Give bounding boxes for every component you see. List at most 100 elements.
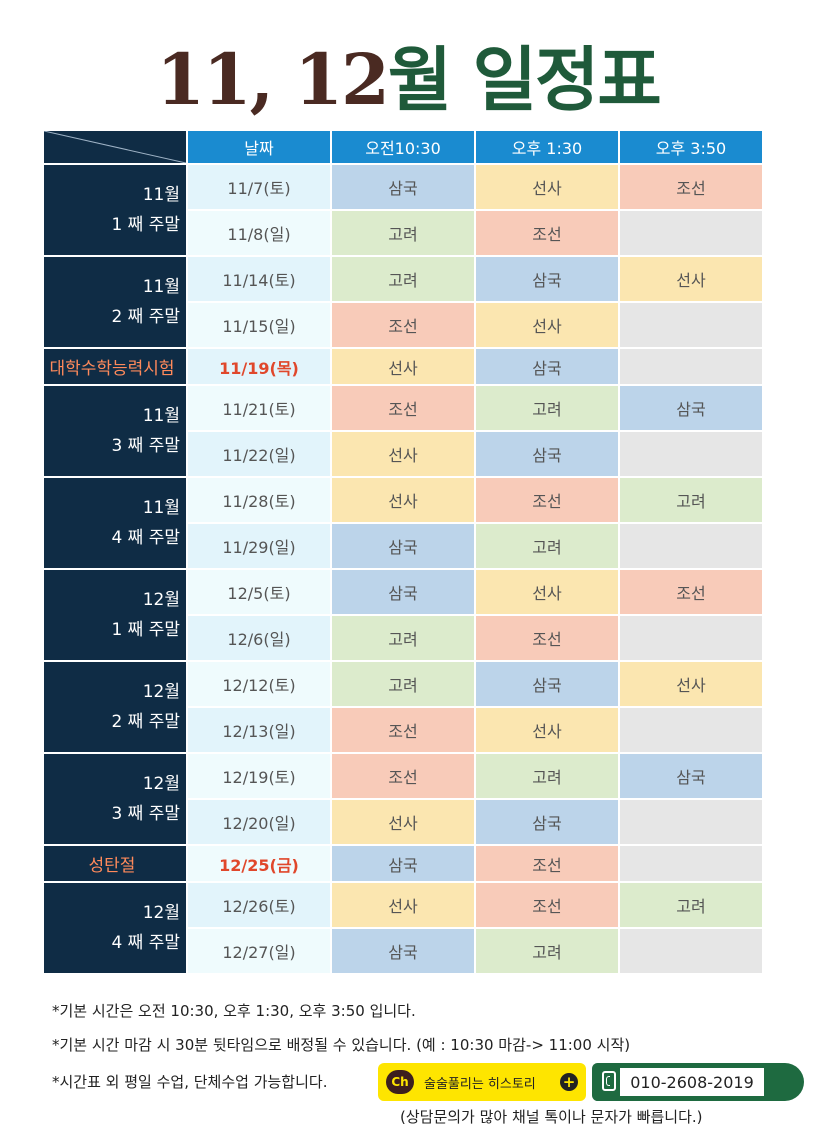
class-cell: 삼국 (620, 386, 762, 430)
class-cell: 고려 (332, 257, 474, 301)
note-line3: *시간표 외 평일 수업, 단체수업 가능합니다. (52, 1073, 328, 1091)
header-date: 날짜 (188, 131, 330, 163)
class-cell: 삼국 (476, 349, 618, 384)
group-label: 11월 2 째 주말 (44, 257, 186, 347)
class-cell: 조선 (476, 883, 618, 927)
date-cell: 11/19(목) (188, 349, 330, 384)
empty-cell (620, 929, 762, 973)
empty-cell (620, 303, 762, 347)
kakao-channel-logo: Ch (386, 1070, 414, 1094)
phone-number: 010-2608-2019 (620, 1068, 764, 1096)
date-cell: 12/27(일) (188, 929, 330, 973)
empty-cell (620, 524, 762, 568)
class-cell: 조선 (332, 754, 474, 798)
date-cell: 11/14(토) (188, 257, 330, 301)
date-cell: 12/5(토) (188, 570, 330, 614)
date-cell: 12/25(금) (188, 846, 330, 881)
group-label-line: 3 째 주말 (111, 804, 180, 824)
group-label-line: 12월 (142, 590, 180, 610)
group-label-line: 3 째 주말 (111, 436, 180, 456)
class-cell: 조선 (620, 165, 762, 209)
empty-cell (620, 846, 762, 881)
date-cell: 12/20(일) (188, 800, 330, 844)
date-cell: 11/8(일) (188, 211, 330, 255)
class-cell: 선사 (332, 800, 474, 844)
class-cell: 선사 (620, 662, 762, 706)
group-label: 12월 1 째 주말 (44, 570, 186, 660)
title-months: 11, 12 (156, 38, 390, 121)
group-label: 12월 2 째 주말 (44, 662, 186, 752)
group-label: 11월 3 째 주말 (44, 386, 186, 476)
class-cell: 고려 (476, 754, 618, 798)
class-cell: 고려 (332, 662, 474, 706)
group-label: 12월 3 째 주말 (44, 754, 186, 844)
class-cell: 선사 (620, 257, 762, 301)
class-cell: 선사 (476, 165, 618, 209)
class-cell: 삼국 (332, 165, 474, 209)
group-label-line: 2 째 주말 (111, 712, 180, 732)
class-cell: 조선 (332, 708, 474, 752)
class-cell: 선사 (332, 349, 474, 384)
header-col2: 오후 1:30 (476, 131, 618, 163)
kakao-channel-label: 술술풀리는 히스토리 (424, 1076, 536, 1092)
group-label: 대학수학능력시험 (44, 349, 186, 384)
empty-cell (620, 211, 762, 255)
title-text: 월 일정표 (387, 38, 662, 121)
empty-cell (620, 432, 762, 476)
class-cell: 고려 (332, 616, 474, 660)
empty-cell (620, 349, 762, 384)
group-label-line: 12월 (142, 903, 180, 923)
group-label: 11월 1 째 주말 (44, 165, 186, 255)
group-label-line: 11월 (142, 498, 180, 518)
class-cell: 선사 (332, 478, 474, 522)
class-cell: 삼국 (332, 570, 474, 614)
class-cell: 삼국 (620, 754, 762, 798)
class-cell: 고려 (620, 883, 762, 927)
class-cell: 조선 (476, 478, 618, 522)
class-cell: 고려 (476, 386, 618, 430)
group-label-line: 11월 (142, 406, 180, 426)
date-cell: 11/22(일) (188, 432, 330, 476)
class-cell: 조선 (476, 211, 618, 255)
class-cell: 선사 (476, 303, 618, 347)
class-cell: 선사 (476, 708, 618, 752)
date-cell: 12/12(토) (188, 662, 330, 706)
class-cell: 삼국 (332, 929, 474, 973)
group-label-line: 1 째 주말 (111, 215, 180, 235)
group-label: 12월 4 째 주말 (44, 883, 186, 973)
class-cell: 조선 (332, 303, 474, 347)
class-cell: 삼국 (476, 662, 618, 706)
group-label: 11월 4 째 주말 (44, 478, 186, 568)
class-cell: 선사 (476, 570, 618, 614)
phone-contact[interactable]: 010-2608-2019 (592, 1063, 804, 1101)
group-label-line: 11월 (142, 185, 180, 205)
kakao-channel-button[interactable]: Ch 술술풀리는 히스토리 + (378, 1063, 586, 1101)
class-cell: 고려 (476, 929, 618, 973)
note-line2: *기본 시간 마감 시 30분 뒷타임으로 배정될 수 있습니다. (예 : 1… (52, 1036, 631, 1054)
class-cell: 고려 (332, 211, 474, 255)
date-cell: 12/6(일) (188, 616, 330, 660)
date-cell: 11/7(토) (188, 165, 330, 209)
date-cell: 11/15(일) (188, 303, 330, 347)
group-label-line: 성탄절 (88, 856, 136, 876)
date-cell: 12/26(토) (188, 883, 330, 927)
class-cell: 삼국 (476, 257, 618, 301)
group-label-line: 대학수학능력시험 (49, 359, 175, 379)
corner-diagonal (44, 131, 186, 163)
note-line1: *기본 시간은 오전 10:30, 오후 1:30, 오후 3:50 입니다. (52, 1002, 416, 1020)
group-label-line: 1 째 주말 (111, 620, 180, 640)
class-cell: 선사 (332, 883, 474, 927)
class-cell: 조선 (332, 386, 474, 430)
group-label-line: 4 째 주말 (111, 933, 180, 953)
date-cell: 11/21(토) (188, 386, 330, 430)
class-cell: 조선 (620, 570, 762, 614)
plus-icon: + (560, 1073, 578, 1091)
phone-icon (602, 1071, 616, 1091)
group-label: 성탄절 (44, 846, 186, 881)
date-cell: 11/29(일) (188, 524, 330, 568)
empty-cell (620, 800, 762, 844)
date-cell: 11/28(토) (188, 478, 330, 522)
class-cell: 조선 (476, 846, 618, 881)
header-col1: 오전10:30 (332, 131, 474, 163)
empty-cell (620, 708, 762, 752)
